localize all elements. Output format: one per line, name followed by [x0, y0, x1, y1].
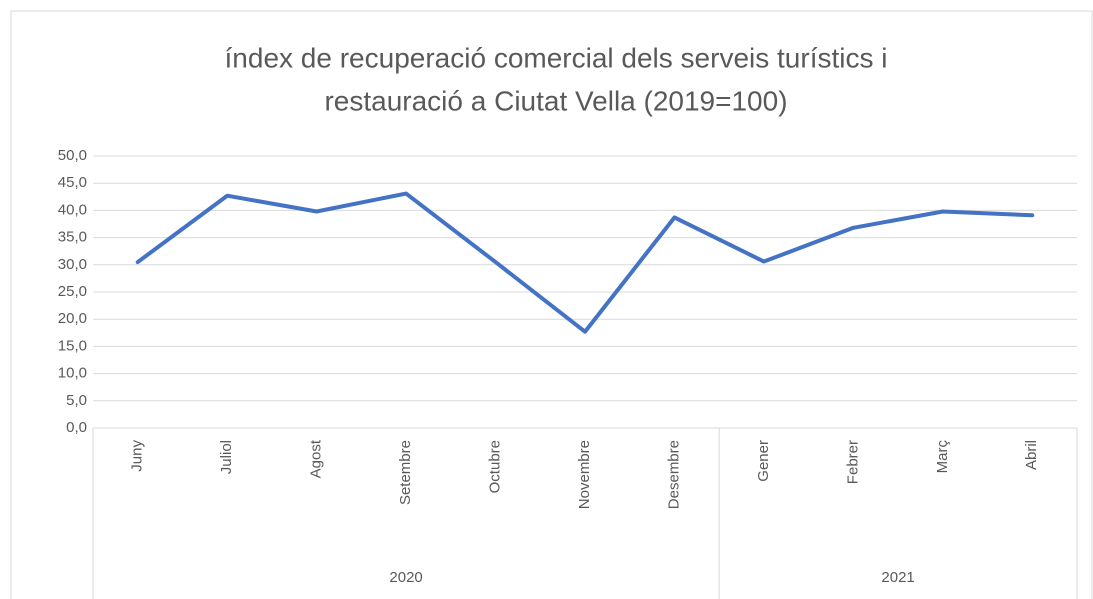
x-tick-label: Gener — [755, 440, 772, 482]
y-tick-label: 35,0 — [58, 229, 87, 246]
y-tick-label: 25,0 — [58, 283, 87, 300]
y-tick-label: 50,0 — [58, 147, 87, 164]
y-tick-label: 45,0 — [58, 174, 87, 191]
chart-title: restauració a Ciutat Vella (2019=100) — [324, 85, 787, 116]
x-tick-label: Octubre — [487, 440, 504, 493]
x-tick-label: Setembre — [397, 440, 414, 505]
x-tick-label: Novembre — [576, 440, 593, 509]
y-tick-label: 10,0 — [58, 365, 87, 382]
x-tick-label: Agost — [308, 439, 325, 478]
y-tick-label: 5,0 — [66, 392, 87, 409]
chart-title: índex de recuperació comercial dels serv… — [225, 42, 888, 73]
y-tick-label: 15,0 — [58, 337, 87, 354]
y-tick-label: 20,0 — [58, 310, 87, 327]
line — [135, 191, 1035, 334]
x-tick-label: Juny — [129, 440, 146, 472]
group-label: 2021 — [881, 569, 914, 586]
x-tick-label: Abril — [1023, 440, 1040, 470]
x-tick-label: Febrer — [844, 440, 861, 484]
x-tick-label: Març — [934, 440, 951, 474]
y-tick-label: 0,0 — [66, 419, 87, 436]
x-tick-label: Juliol — [218, 440, 235, 474]
y-tick-label: 30,0 — [58, 256, 87, 273]
y-tick-label: 40,0 — [58, 201, 87, 218]
x-tick-label: Desembre — [665, 440, 682, 509]
group-label: 2020 — [389, 569, 422, 586]
